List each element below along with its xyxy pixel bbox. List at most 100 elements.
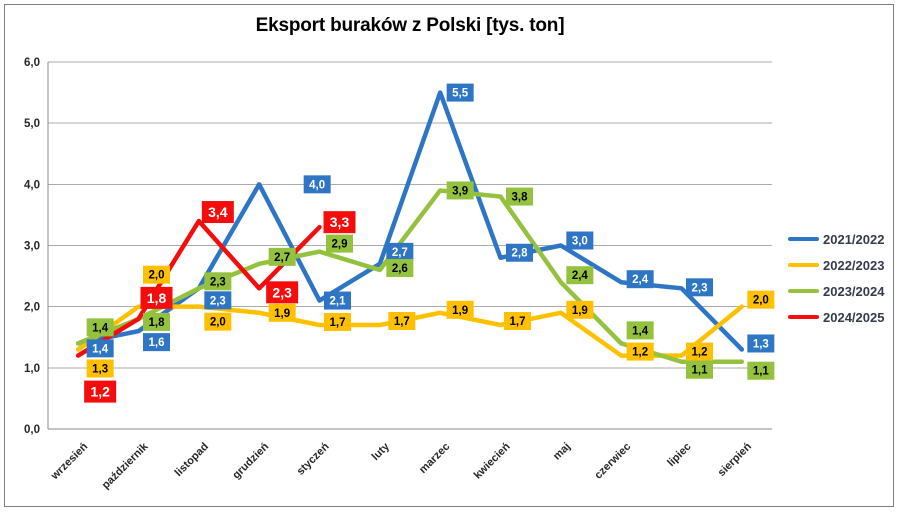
- legend: 2021/2022 2022/2023 2023/2024 2024/2025: [788, 226, 884, 330]
- data-label-box: [626, 342, 654, 361]
- data-label-box: [204, 312, 232, 331]
- data-label-box: [143, 265, 170, 284]
- y-tick-label: 1,0: [24, 363, 40, 375]
- data-label: 2,0: [210, 317, 226, 329]
- data-label-box: [446, 300, 474, 319]
- data-label: 1,9: [274, 308, 290, 320]
- x-tick-label: luty: [370, 440, 393, 463]
- data-label-box: [747, 334, 775, 353]
- data-label-box: [323, 211, 356, 234]
- legend-swatch-2024-2025: [788, 315, 819, 319]
- legend-item-2024-2025: 2024/2025: [788, 304, 884, 330]
- data-label-box: [266, 281, 299, 304]
- data-label: 2,3: [210, 295, 226, 307]
- data-label-box: [268, 247, 296, 266]
- x-tick-label: czerwiec: [592, 441, 633, 482]
- data-label-box: [747, 290, 775, 309]
- data-label: 2,4: [632, 274, 649, 286]
- x-tick-label: styczeń: [295, 440, 332, 477]
- data-label: 1,4: [92, 322, 109, 334]
- data-label: 1,3: [753, 338, 769, 350]
- data-label: 1,2: [632, 347, 648, 359]
- data-label: 1,1: [692, 365, 709, 377]
- y-tick-label: 4,0: [24, 179, 40, 191]
- series-line-2021-2022: [75, 90, 745, 352]
- chart-title: Eksport buraków z Polski [tys. ton]: [255, 15, 565, 36]
- data-label: 2,7: [392, 247, 408, 259]
- data-label: 3,4: [208, 204, 228, 220]
- data-label-box: [201, 201, 234, 224]
- data-label-box: [326, 234, 353, 253]
- legend-label: 2021/2022: [823, 231, 885, 247]
- data-label-box: [566, 300, 594, 319]
- data-label-box: [446, 83, 474, 102]
- data-label: 3,8: [512, 192, 529, 204]
- x-tick-label: sierpień: [716, 440, 755, 479]
- legend-item-2022-2023: 2022/2023: [788, 252, 884, 278]
- data-label-box: [204, 291, 232, 310]
- data-label-box: [686, 278, 713, 297]
- data-label: 2,0: [753, 295, 769, 307]
- y-tick-label: 5,0: [24, 118, 40, 130]
- data-label: 1,7: [330, 317, 346, 329]
- data-label-box: [324, 313, 351, 332]
- x-tick-label: kwiecień: [472, 440, 513, 481]
- data-label: 1,8: [147, 290, 167, 306]
- data-label-box: [686, 342, 713, 361]
- data-label: 2,0: [149, 270, 165, 282]
- x-tick-label: październik: [100, 440, 151, 491]
- data-label-box: [388, 312, 416, 331]
- data-label: 1,6: [149, 337, 165, 349]
- data-label: 2,3: [272, 284, 292, 300]
- data-label-box: [268, 303, 296, 322]
- data-label-box: [140, 286, 173, 309]
- data-label-box: [386, 258, 414, 277]
- data-label-box: [566, 231, 594, 250]
- legend-swatch-2021-2022: [788, 237, 819, 241]
- data-label-box: [566, 266, 594, 285]
- data-label: 1,4: [632, 325, 649, 337]
- data-label-box: [86, 359, 114, 378]
- x-tick-label: marzec: [417, 441, 452, 476]
- data-label: 1,8: [149, 317, 166, 329]
- data-label: 1,9: [572, 305, 588, 317]
- x-tick-label: wrzesień: [48, 440, 90, 482]
- data-label: 4,0: [309, 179, 325, 191]
- y-tick-label: 0,0: [24, 424, 40, 436]
- series-line-2024-2025: [75, 218, 322, 358]
- data-label: 2,3: [210, 276, 226, 288]
- data-label-box: [626, 321, 654, 340]
- data-label: 2,6: [392, 263, 408, 275]
- data-label-box: [506, 187, 533, 206]
- data-label-box: [143, 333, 170, 352]
- data-label: 1,7: [394, 316, 410, 328]
- data-label: 2,4: [572, 270, 589, 282]
- data-label-box: [747, 361, 775, 380]
- data-label-box: [504, 312, 531, 331]
- x-tick-label: maj: [551, 441, 573, 463]
- data-label-box: [686, 360, 713, 379]
- y-tick-label: 6,0: [24, 57, 40, 69]
- x-tick-label: listopad: [173, 441, 211, 479]
- data-label: 3,0: [572, 236, 588, 248]
- data-label-box: [386, 242, 414, 261]
- data-label: 1,1: [753, 366, 770, 378]
- data-label: 2,7: [274, 252, 290, 264]
- y-tick-label: 3,0: [24, 241, 40, 253]
- data-label: 1,9: [452, 305, 468, 317]
- legend-swatch-2022-2023: [788, 263, 819, 267]
- data-label: 1,7: [510, 316, 526, 328]
- legend-label: 2024/2025: [823, 309, 885, 325]
- data-label: 2,3: [692, 282, 708, 294]
- data-label-box: [506, 243, 533, 262]
- legend-label: 2023/2024: [823, 283, 885, 299]
- legend-label: 2022/2023: [823, 257, 885, 273]
- legend-item-2023-2024: 2023/2024: [788, 278, 884, 304]
- x-tick-label: lipiec: [665, 441, 693, 469]
- legend-item-2021-2022: 2021/2022: [788, 226, 884, 252]
- data-label-box: [84, 380, 117, 403]
- data-label-box: [86, 339, 114, 358]
- data-label: 3,3: [330, 214, 350, 230]
- data-label: 2,9: [332, 239, 348, 251]
